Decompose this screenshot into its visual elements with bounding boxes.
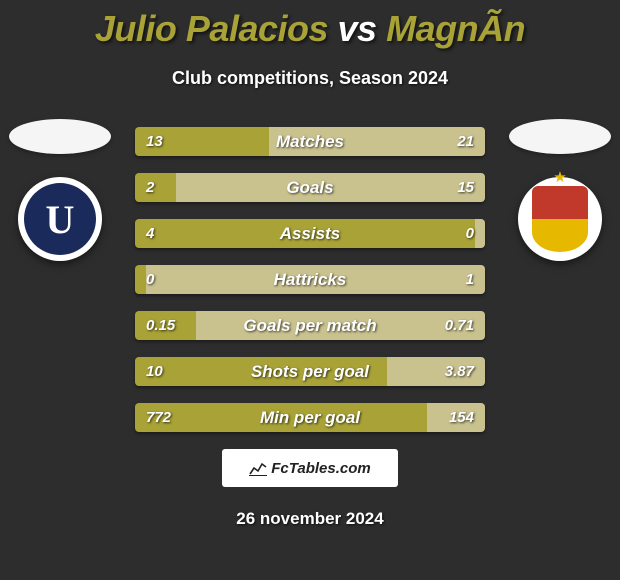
stat-label: Goals: [135, 173, 485, 202]
stat-value-right: 0: [455, 219, 485, 248]
stat-value-right: 3.87: [434, 357, 485, 386]
stat-value-left: 10: [135, 357, 174, 386]
stat-row: Matches13 21: [135, 127, 485, 156]
comparison-main: Matches1321Goals215Assists40Hattricks01G…: [0, 119, 620, 432]
shield-logo-icon: [532, 186, 588, 252]
stat-value-left: 2: [135, 173, 165, 202]
stat-value-right: 1: [455, 265, 485, 294]
stat-label: Shots per goal: [135, 357, 485, 386]
player2-name: MagnÃn: [386, 8, 525, 49]
stat-label: Hattricks: [135, 265, 485, 294]
stat-row: Goals2 15: [135, 173, 485, 202]
stat-value-right: 154: [438, 403, 485, 432]
player2-photo: [509, 119, 611, 154]
ldu-logo-icon: [24, 183, 96, 255]
watermark: FcTables.com: [222, 449, 398, 487]
stat-value-left: 13: [135, 127, 174, 156]
stat-label: Min per goal: [135, 403, 485, 432]
stat-label: Assists: [135, 219, 485, 248]
stat-label: Goals per match: [135, 311, 485, 340]
vs-separator: vs: [338, 8, 377, 49]
player1-photo: [9, 119, 111, 154]
team1-logo: [18, 177, 102, 261]
stat-value-left: 772: [135, 403, 182, 432]
subtitle: Club competitions, Season 2024: [0, 68, 620, 89]
stat-row: Goals per match0.15 0.71: [135, 311, 485, 340]
watermark-text: FcTables.com: [271, 460, 370, 477]
stat-value-right: 21: [446, 127, 485, 156]
stat-row: Min per goal772 154: [135, 403, 485, 432]
stat-value-right: 15: [446, 173, 485, 202]
stat-row: Hattricks0 1: [135, 265, 485, 294]
stat-value-left: 0: [135, 265, 165, 294]
stat-label: Matches: [135, 127, 485, 156]
stats-bars: Matches1321Goals215Assists40Hattricks01G…: [135, 119, 485, 432]
stat-value-right: 0.71: [434, 311, 485, 340]
team2-logo: [518, 177, 602, 261]
stat-row: Assists4 0: [135, 219, 485, 248]
stat-value-left: 0.15: [135, 311, 186, 340]
date-text: 26 november 2024: [0, 509, 620, 529]
stat-value-left: 4: [135, 219, 165, 248]
stat-row: Shots per goal10 3.87: [135, 357, 485, 386]
player1-name: Julio Palacios: [95, 8, 328, 49]
comparison-title: Julio Palacios vs MagnÃn: [0, 0, 620, 50]
chart-icon: [249, 460, 267, 476]
